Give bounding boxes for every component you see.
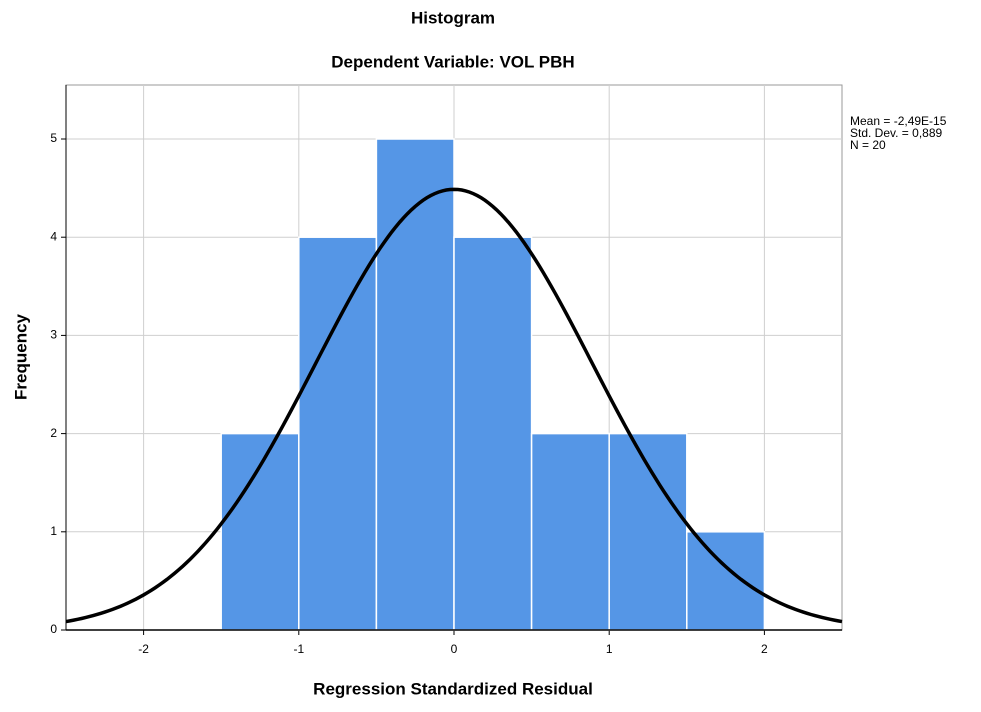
- y-tick-label: 4: [50, 229, 57, 243]
- x-tick-label: -2: [138, 642, 149, 656]
- bar: [453, 236, 533, 631]
- normal-curve: [65, 187, 843, 624]
- bar: [686, 531, 766, 631]
- x-axis-label: Regression Standardized Residual: [313, 679, 593, 698]
- bar: [375, 138, 455, 631]
- x-tick-label: -1: [293, 642, 304, 656]
- y-tick-label: 1: [50, 524, 57, 538]
- stat-label: Mean = -2,49E-15: [850, 114, 947, 128]
- y-tick-label: 5: [50, 131, 57, 145]
- x-tick-label: 2: [761, 642, 768, 656]
- y-tick-label: 0: [50, 622, 57, 636]
- x-tick-label: 0: [451, 642, 458, 656]
- chart-title: Histogram: [411, 8, 495, 27]
- y-tick-label: 2: [50, 426, 57, 440]
- bar: [298, 236, 378, 631]
- stat-label: N = 20: [850, 138, 886, 152]
- x-tick-label: 1: [606, 642, 613, 656]
- y-tick-label: 3: [50, 328, 57, 342]
- stat-label: Std. Dev. = 0,889: [850, 126, 942, 140]
- chart-subtitle: Dependent Variable: VOL PBH: [331, 52, 574, 71]
- bar: [530, 432, 610, 631]
- y-axis-label: Frequency: [11, 313, 30, 400]
